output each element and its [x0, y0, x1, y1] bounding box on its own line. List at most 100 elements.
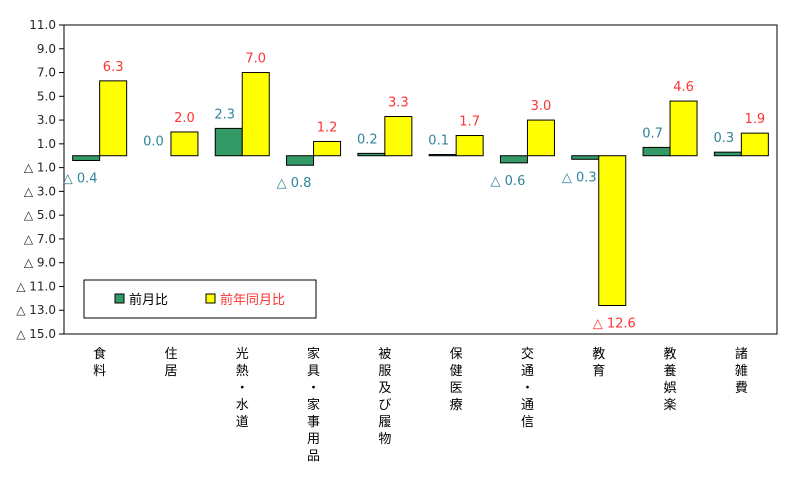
legend-swatch-yoy [205, 293, 216, 304]
x-category-label: 履 [378, 415, 391, 430]
y-tick-label: △ 1.0 [24, 161, 56, 175]
x-category-label: 服 [378, 364, 391, 379]
x-category-label: 及 [378, 381, 391, 396]
x-category-label: 居 [164, 364, 177, 379]
x-category-label: 熱 [236, 364, 249, 379]
data-label-yoy: 1.7 [459, 115, 480, 130]
y-tick-label: △ 7.0 [24, 232, 56, 246]
y-tick-label: 7.0 [37, 66, 56, 80]
data-label-mom: 0.3 [714, 131, 735, 146]
data-label-yoy: 4.6 [673, 80, 694, 95]
y-tick-label: △ 9.0 [24, 256, 56, 270]
data-label-yoy: 6.3 [103, 60, 124, 75]
bar-yoy [740, 132, 769, 157]
data-label-mom: △ 0.4 [63, 171, 98, 186]
x-category-label: 教 [664, 346, 677, 362]
y-tick-label: 3.0 [37, 113, 56, 127]
x-category-label: 物 [378, 432, 391, 447]
x-category-label: 教 [592, 346, 605, 362]
x-category-label: 事 [307, 415, 320, 430]
x-category-label: 医 [450, 381, 463, 396]
x-category-label: 雑 [735, 363, 748, 379]
x-category-label: 費 [735, 381, 748, 396]
x-category-label: 被 [378, 347, 391, 362]
data-label-yoy: 2.0 [174, 111, 195, 126]
x-category-label: 品 [307, 449, 320, 464]
x-category-label: 通 [521, 364, 534, 379]
y-tick-label: 5.0 [37, 89, 56, 103]
data-label-mom: △ 0.8 [277, 176, 312, 191]
x-category-label: 通 [521, 398, 534, 413]
data-label-yoy: 1.2 [317, 120, 338, 135]
x-category-label: 道 [236, 415, 249, 430]
data-label-yoy: 3.3 [388, 96, 409, 111]
bar-mom [286, 155, 315, 166]
x-category-label: 家 [307, 346, 320, 362]
bar-mom [357, 152, 386, 157]
x-category-label: ・ [521, 381, 534, 396]
bar-mom [499, 155, 528, 164]
y-tick-label: △ 5.0 [24, 208, 56, 222]
legend-label-yoy: 前年同月比 [220, 292, 285, 308]
bar-mom [72, 155, 101, 161]
data-label-mom: 2.3 [214, 107, 235, 122]
bar-yoy [526, 119, 555, 157]
x-category-label: 健 [450, 364, 463, 379]
x-category-label: ・ [236, 381, 249, 396]
x-category-label: 信 [521, 415, 534, 430]
data-label-yoy: 7.0 [245, 52, 266, 67]
bar-yoy [455, 135, 484, 157]
legend-label-mom: 前月比 [129, 292, 168, 308]
bar-yoy [99, 80, 128, 157]
plot-area-border [63, 24, 778, 335]
y-tick-label: 11.0 [29, 18, 56, 32]
bar-yoy [241, 72, 270, 157]
bar-yoy [313, 140, 342, 157]
bar-mom [428, 154, 457, 157]
data-label-mom: 0.0 [143, 135, 164, 150]
x-category-label: 住 [164, 347, 177, 362]
x-category-label: 用 [307, 432, 320, 447]
bar-yoy [669, 100, 698, 157]
y-tick-label: △ 3.0 [24, 184, 56, 198]
x-category-label: ・ [307, 381, 320, 396]
bar-yoy [384, 116, 413, 157]
bar-mom [214, 127, 243, 157]
x-category-label: 交 [521, 346, 534, 362]
x-category-label: び [378, 398, 391, 413]
x-category-label: 具 [307, 364, 320, 379]
bar-mom [713, 151, 742, 157]
x-category-label: 育 [592, 363, 605, 379]
data-label-yoy: 1.9 [745, 112, 766, 127]
x-category-label: 養 [664, 363, 677, 379]
data-label-yoy: 3.0 [531, 99, 552, 114]
x-category-label: 料 [93, 364, 106, 379]
y-tick-label: △ 13.0 [16, 303, 56, 317]
legend-swatch-mom [114, 293, 125, 304]
x-category-label: 家 [307, 397, 320, 413]
bar-yoy [170, 131, 199, 157]
x-category-label: 保 [450, 347, 463, 362]
x-category-label: 水 [236, 398, 249, 413]
bar-mom [642, 146, 671, 157]
data-label-mom: △ 0.6 [491, 174, 526, 189]
y-tick-label: 1.0 [37, 137, 56, 151]
bar-yoy [598, 155, 627, 306]
x-category-label: 楽 [664, 397, 677, 413]
data-label-mom: 0.1 [428, 134, 449, 149]
data-label-mom: △ 0.3 [562, 170, 597, 185]
y-tick-label: 9.0 [37, 42, 56, 56]
x-category-label: 光 [236, 347, 249, 362]
x-category-label: 諸 [735, 346, 748, 362]
data-label-yoy: △ 12.6 [593, 316, 636, 331]
y-tick-label: △ 11.0 [16, 279, 56, 293]
y-tick-label: △ 15.0 [16, 327, 56, 341]
bar-mom [571, 155, 600, 160]
x-category-label: 療 [450, 398, 463, 413]
x-category-label: 食 [93, 346, 106, 362]
data-label-mom: 0.7 [642, 126, 663, 141]
data-label-mom: 0.2 [357, 132, 378, 147]
x-category-label: 娯 [664, 381, 677, 396]
